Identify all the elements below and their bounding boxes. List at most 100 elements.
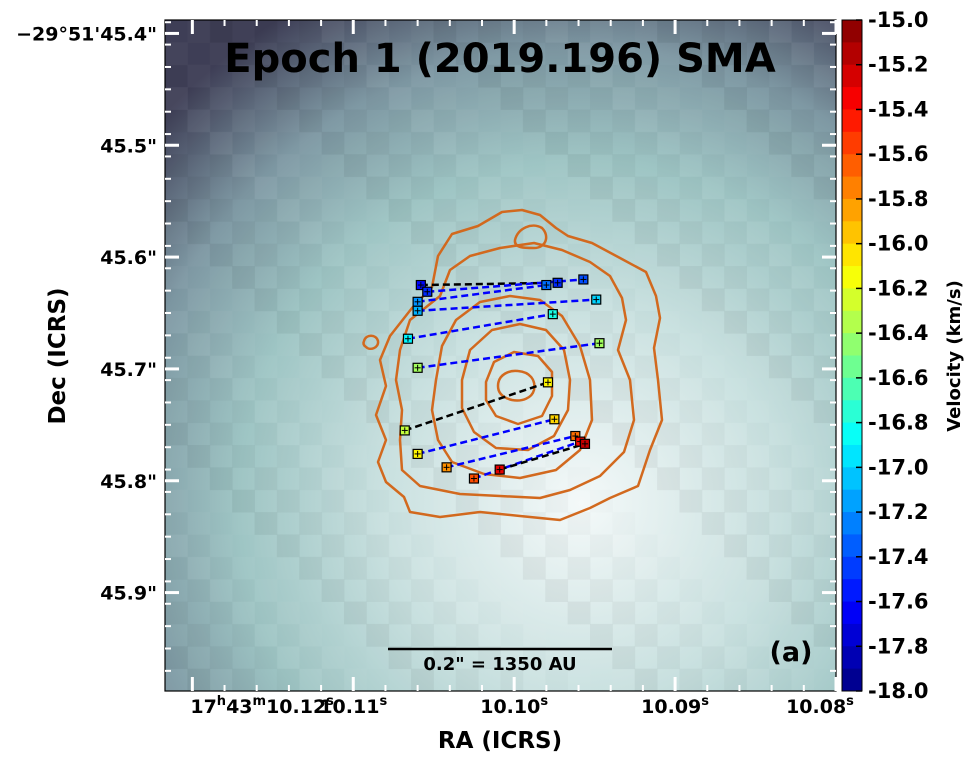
maser-spot xyxy=(441,462,452,473)
pixel-cell xyxy=(187,602,210,625)
pixel-cell xyxy=(187,109,211,133)
pixel-cell xyxy=(746,109,770,133)
pixel-cell xyxy=(702,378,725,401)
pixel-cell xyxy=(366,356,389,379)
pixel-cell xyxy=(590,669,613,692)
pixel-cell xyxy=(389,266,412,289)
pixel-cell xyxy=(724,87,748,110)
pixel-cell xyxy=(657,266,680,289)
pixel-cell xyxy=(590,199,613,222)
pixel-cell xyxy=(343,377,367,401)
colorbar-tick-label: -15.4 xyxy=(868,97,929,121)
pixel-cell xyxy=(478,244,501,267)
pair-line xyxy=(499,442,586,471)
pixel-cell xyxy=(612,579,635,602)
pixel-cell xyxy=(612,624,635,647)
pixel-cell xyxy=(568,624,591,647)
colorbar-band xyxy=(842,623,862,647)
colorbar-ticks: -15.0 -15.2 -15.4 -15.6 -15.8 -16.0 -16.2 -16.4… xyxy=(856,8,929,703)
pixel-cell xyxy=(522,556,546,580)
pixel-cell xyxy=(321,579,345,603)
pixel-cell xyxy=(814,467,837,490)
pixel-cell xyxy=(791,87,814,110)
colorbar-band xyxy=(842,154,862,177)
pixel-cell xyxy=(344,512,367,535)
pixel-cell xyxy=(322,221,345,244)
pixel-cell xyxy=(210,557,233,580)
pixel-cell xyxy=(232,356,255,379)
pixel-cell xyxy=(344,244,367,267)
pixel-cell xyxy=(724,132,747,155)
colorbar-band xyxy=(842,422,862,446)
pixel-cell xyxy=(366,64,390,88)
colorbar-band xyxy=(842,668,862,692)
maser-spot xyxy=(422,286,433,297)
pixel-cell xyxy=(210,490,233,513)
pixel-cell xyxy=(254,333,277,356)
maser-spot xyxy=(594,338,605,349)
pixel-cell xyxy=(768,243,792,267)
pixel-cell xyxy=(701,64,725,88)
pixel-cell xyxy=(635,490,658,513)
colorbar-tick-label: -17.8 xyxy=(868,634,929,658)
pixel-cell xyxy=(568,199,591,222)
pixel-cell xyxy=(254,109,277,132)
pixel-cell xyxy=(344,311,367,334)
maser-spot xyxy=(415,279,426,291)
pixel-cell xyxy=(679,489,703,513)
pixel-cell xyxy=(433,243,457,267)
markers xyxy=(399,274,605,484)
pixel-cell xyxy=(254,356,277,379)
pair-line xyxy=(417,418,555,456)
pixel-cell xyxy=(187,20,210,43)
pixel-cell xyxy=(299,87,322,110)
pixel-cell xyxy=(433,624,456,647)
pixel-cell xyxy=(343,42,367,66)
pixel-cell xyxy=(366,534,389,557)
pixel-cell xyxy=(747,534,770,557)
pixel-cell xyxy=(545,87,568,110)
pixel-cell xyxy=(411,400,434,423)
pixel-cell xyxy=(277,579,300,602)
maser-spot xyxy=(547,309,558,320)
pixel-cell xyxy=(635,534,658,557)
pixel-cell xyxy=(411,378,434,401)
pixel-cell xyxy=(724,490,747,513)
y-tick-label: 45.8" xyxy=(100,471,157,493)
pixel-cell xyxy=(814,646,837,669)
pixel-cell xyxy=(254,490,277,513)
plot-frame xyxy=(164,19,837,692)
pixel-cell xyxy=(232,512,255,535)
pixel-cell xyxy=(746,333,770,356)
pixel-cell xyxy=(344,669,367,692)
pixel-cell xyxy=(813,623,836,647)
pixel-cell xyxy=(165,579,188,602)
pixel-cell xyxy=(210,512,233,535)
pixel-cell xyxy=(501,177,524,200)
pixel-cell xyxy=(187,423,210,446)
pixel-cell xyxy=(165,132,188,155)
pixel-cell xyxy=(254,199,277,222)
colorbar-band xyxy=(842,579,862,602)
pixel-cell xyxy=(366,176,390,200)
pixel-cell xyxy=(590,579,613,602)
colorbar-tick-label: -15.2 xyxy=(868,53,929,77)
pixel-cell xyxy=(277,602,300,625)
pixel-cell xyxy=(299,221,323,245)
colorbar-band xyxy=(842,243,862,267)
pixel-cell xyxy=(299,512,322,535)
x-tick-label: 17h43m10.12s xyxy=(190,694,334,718)
y-axis-label: Dec (ICRS) xyxy=(45,287,71,424)
pixel-cell xyxy=(299,177,322,200)
pixel-cell xyxy=(210,154,233,177)
colorbar-tick-label: -16.0 xyxy=(868,232,929,256)
pixel-cell xyxy=(746,556,770,580)
pixel-cell xyxy=(254,176,278,200)
pixel-cell xyxy=(254,288,278,312)
pixel-cell xyxy=(523,467,546,490)
pixel-cell xyxy=(702,154,725,177)
pixel-cell xyxy=(702,669,725,692)
pixel-cell xyxy=(277,244,300,267)
pixel-cell xyxy=(321,243,345,267)
pixel-cell xyxy=(679,333,702,356)
